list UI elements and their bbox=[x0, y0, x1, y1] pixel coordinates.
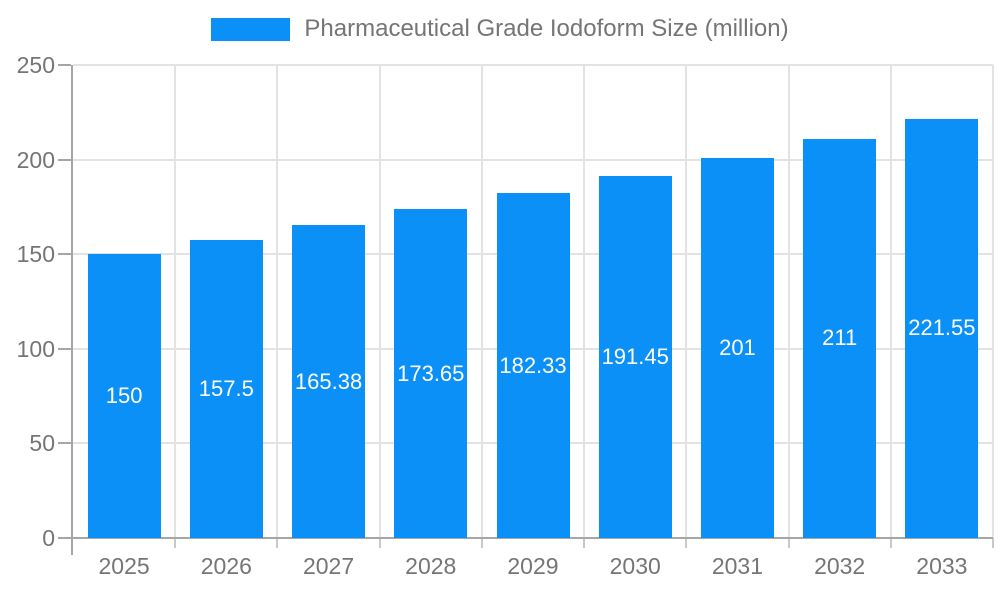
y-tick-100 bbox=[58, 347, 71, 350]
x-axis-label-2033: 2033 bbox=[916, 553, 968, 579]
x-tick-1 bbox=[174, 538, 177, 548]
x-tick-8 bbox=[889, 538, 892, 548]
x-axis-line bbox=[58, 537, 993, 539]
bar-value-label-2025: 150 bbox=[105, 383, 143, 409]
y-axis-line bbox=[71, 65, 73, 555]
x-axis-label-2032: 2032 bbox=[814, 553, 866, 579]
x-axis-label-2028: 2028 bbox=[405, 553, 457, 579]
y-axis-label-0: 0 bbox=[42, 525, 55, 551]
bar-2029[interactable]: 182.33 bbox=[496, 193, 570, 538]
y-axis-label-50: 50 bbox=[29, 430, 55, 457]
gridline-v-4 bbox=[480, 65, 483, 538]
gridline-v-1 bbox=[174, 65, 177, 538]
x-axis-label-2030: 2030 bbox=[609, 553, 661, 579]
gridline-v-8 bbox=[889, 65, 892, 538]
bar-value-label-2033: 221.55 bbox=[908, 315, 976, 341]
bar-2031[interactable]: 201 bbox=[700, 157, 774, 538]
gridline-h-200 bbox=[73, 158, 993, 161]
x-axis-label-2027: 2027 bbox=[302, 553, 355, 579]
x-axis-label-2025: 2025 bbox=[98, 553, 150, 579]
bar-2032[interactable]: 211 bbox=[803, 138, 877, 538]
bar-value-label-2028: 173.65 bbox=[397, 360, 465, 386]
x-tick-5 bbox=[583, 538, 586, 548]
y-tick-200 bbox=[58, 158, 71, 161]
legend-swatch-icon bbox=[211, 17, 291, 41]
legend-label: Pharmaceutical Grade Iodoform Size (mill… bbox=[304, 15, 789, 42]
x-axis-label-2029: 2029 bbox=[507, 553, 559, 579]
bar-value-label-2027: 165.38 bbox=[294, 368, 363, 394]
x-tick-9 bbox=[992, 538, 994, 548]
y-axis-label-250: 250 bbox=[16, 52, 55, 78]
bar-value-label-2026: 157.5 bbox=[198, 376, 254, 401]
gridline-v-2 bbox=[276, 65, 279, 538]
gridline-v-3 bbox=[378, 65, 381, 538]
y-tick-150 bbox=[58, 253, 71, 256]
x-axis-label-2031: 2031 bbox=[711, 553, 764, 579]
bar-2030[interactable]: 191.45 bbox=[598, 175, 672, 538]
chart-legend[interactable]: Pharmaceutical Grade Iodoform Size (mill… bbox=[0, 15, 1000, 42]
plot-area: 150 157.5 165.38 173.65 182.33 191.45 201 211 22… bbox=[58, 64, 994, 555]
x-tick-4 bbox=[480, 538, 483, 548]
bar-value-label-2030: 191.45 bbox=[601, 343, 669, 369]
gridline-v-6 bbox=[685, 65, 688, 538]
gridline-v-5 bbox=[583, 65, 586, 538]
x-tick-3 bbox=[378, 538, 381, 548]
bar-2027[interactable]: 165.38 bbox=[292, 225, 366, 538]
y-axis-label-200: 200 bbox=[16, 146, 55, 173]
bar-value-label-2029: 182.33 bbox=[499, 352, 567, 378]
gridline-v-9 bbox=[992, 65, 994, 538]
gridline-h-250 bbox=[73, 64, 993, 66]
y-axis-label-150: 150 bbox=[16, 241, 55, 268]
x-tick-6 bbox=[685, 538, 688, 548]
bar-2026[interactable]: 157.5 bbox=[189, 240, 263, 538]
bar-2028[interactable]: 173.65 bbox=[394, 209, 468, 538]
bar-2025[interactable]: 150 bbox=[87, 254, 161, 538]
x-axis-label-2026: 2026 bbox=[200, 553, 252, 579]
bar-2033[interactable]: 221.55 bbox=[905, 118, 979, 538]
y-axis-label-100: 100 bbox=[16, 335, 55, 362]
x-tick-7 bbox=[787, 538, 790, 548]
y-tick-50 bbox=[58, 442, 71, 445]
bar-value-label-2032: 211 bbox=[822, 325, 858, 351]
bar-value-label-2031: 201 bbox=[719, 334, 756, 360]
gridline-v-7 bbox=[787, 65, 790, 538]
y-tick-250 bbox=[58, 64, 71, 66]
x-tick-2 bbox=[276, 538, 279, 548]
